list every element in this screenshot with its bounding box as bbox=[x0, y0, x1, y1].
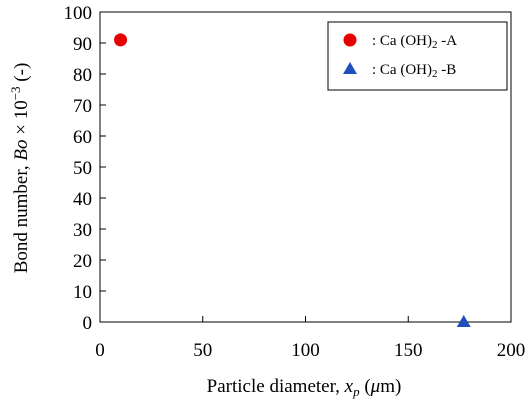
legend-entry-b: : Ca (OH)2 -B bbox=[372, 62, 456, 80]
y-tick-label: 10 bbox=[73, 282, 92, 303]
y-tick-label: 0 bbox=[83, 313, 93, 334]
x-tick-label: 50 bbox=[193, 340, 212, 361]
y-tick-label: 60 bbox=[73, 127, 92, 148]
y-tick-label: 50 bbox=[73, 158, 92, 179]
x-axis-ticks: 0 50 100 150 200 bbox=[95, 316, 525, 361]
x-tick-label: 0 bbox=[95, 340, 105, 361]
y-axis-ticks: 0 10 20 30 40 50 60 70 80 90 100 bbox=[64, 3, 106, 334]
y-tick-label: 90 bbox=[73, 34, 92, 55]
data-points bbox=[114, 33, 471, 327]
legend-entry-a: : Ca (OH)2 -A bbox=[372, 33, 457, 51]
x-tick-label: 100 bbox=[291, 340, 320, 361]
y-tick-label: 100 bbox=[64, 3, 93, 24]
y-tick-label: 40 bbox=[73, 189, 92, 210]
x-tick-label: 150 bbox=[394, 340, 423, 361]
legend: : Ca (OH)2 -A : Ca (OH)2 -B bbox=[327, 21, 508, 91]
y-tick-label: 20 bbox=[73, 251, 92, 272]
data-point-series-b bbox=[456, 315, 471, 327]
y-tick-label: 30 bbox=[73, 220, 92, 241]
x-axis-label: Particle diameter, xp (μm) bbox=[207, 376, 402, 399]
y-axis-label: Bond number, Bo × 10−3 (-) bbox=[8, 63, 32, 274]
legend-marker-b bbox=[343, 62, 357, 74]
y-tick-label: 70 bbox=[73, 96, 92, 117]
x-tick-label: 200 bbox=[497, 340, 526, 361]
data-point-series-a bbox=[114, 33, 128, 47]
legend-box bbox=[327, 21, 508, 91]
y-tick-label: 80 bbox=[73, 65, 92, 86]
legend-marker-a bbox=[343, 33, 357, 47]
